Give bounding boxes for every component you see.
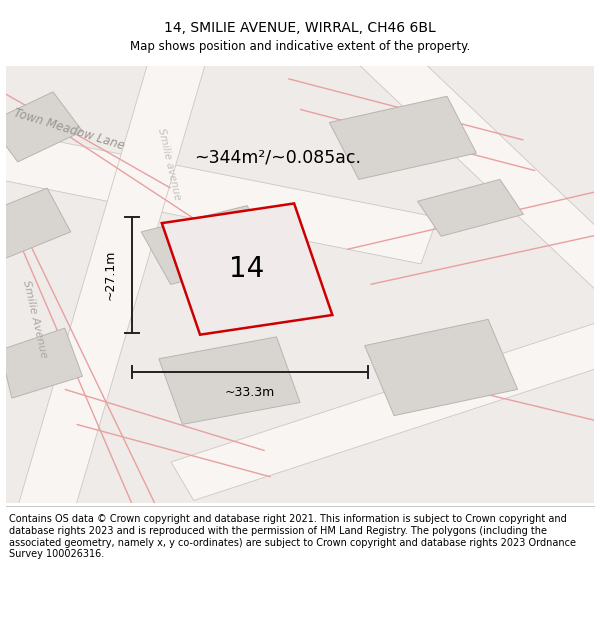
- Polygon shape: [418, 179, 523, 236]
- Text: ~27.1m: ~27.1m: [104, 249, 116, 300]
- Polygon shape: [0, 328, 82, 398]
- Polygon shape: [171, 318, 600, 501]
- Text: Smilie avenue: Smilie avenue: [156, 127, 182, 201]
- Text: 14: 14: [229, 255, 265, 283]
- Polygon shape: [365, 319, 518, 416]
- Text: Contains OS data © Crown copyright and database right 2021. This information is : Contains OS data © Crown copyright and d…: [9, 514, 576, 559]
- Text: 14, SMILIE AVENUE, WIRRAL, CH46 6BL: 14, SMILIE AVENUE, WIRRAL, CH46 6BL: [164, 21, 436, 35]
- Polygon shape: [350, 32, 600, 296]
- Polygon shape: [0, 92, 82, 162]
- Polygon shape: [329, 96, 476, 179]
- Text: ~33.3m: ~33.3m: [225, 386, 275, 399]
- Polygon shape: [0, 121, 438, 264]
- Text: Town Meadow Lane: Town Meadow Lane: [12, 106, 125, 152]
- Polygon shape: [141, 206, 277, 284]
- Polygon shape: [162, 204, 332, 335]
- Polygon shape: [14, 39, 210, 529]
- Text: Map shows position and indicative extent of the property.: Map shows position and indicative extent…: [130, 41, 470, 53]
- Polygon shape: [159, 337, 300, 424]
- Polygon shape: [0, 188, 71, 258]
- Text: ~344m²/~0.085ac.: ~344m²/~0.085ac.: [194, 149, 361, 166]
- Text: Smilie Avenue: Smilie Avenue: [21, 279, 49, 359]
